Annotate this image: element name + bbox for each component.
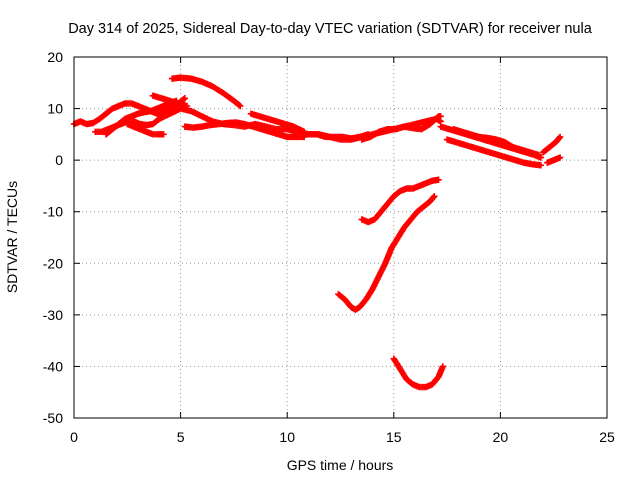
chart-title: Day 314 of 2025, Sidereal Day-to-day VTE… (68, 21, 593, 37)
data-point (236, 101, 243, 109)
data-point (301, 128, 308, 135)
x-tick-label: 0 (70, 429, 78, 445)
data-point (537, 162, 545, 169)
data-point (535, 151, 542, 159)
x-tick-label: 20 (493, 429, 509, 445)
data-point (556, 154, 564, 161)
y-tick-label: 0 (55, 152, 63, 168)
tick-labels: 0 5 10 15 20 25 -50 -40 -30 -20 -10 0 10 20 (43, 49, 615, 445)
y-tick-label: -10 (43, 204, 63, 220)
data-point (237, 102, 244, 110)
plot-frame (73, 56, 608, 419)
y-tick-label: 10 (47, 101, 63, 117)
data-point (160, 131, 167, 138)
data-point (556, 133, 564, 141)
x-tick-label: 5 (177, 429, 185, 445)
x-tick-label: 15 (386, 429, 402, 445)
data-point (180, 95, 187, 103)
data-points (70, 74, 564, 391)
data-point (437, 113, 444, 120)
y-axis-label: SDTVAR / TECUs (4, 181, 20, 293)
y-tick-label: -40 (43, 358, 63, 374)
grid-lines (74, 57, 607, 418)
data-point (430, 194, 437, 201)
axis-ticks (73, 56, 608, 419)
x-axis-label: GPS time / hours (287, 457, 394, 473)
data-point (431, 193, 438, 200)
y-tick-label: -30 (43, 307, 63, 323)
y-tick-label: 20 (47, 49, 63, 65)
data-point (435, 176, 442, 183)
x-tick-label: 25 (599, 429, 615, 445)
data-point (556, 134, 563, 142)
y-tick-label: -20 (43, 255, 63, 271)
x-tick-label: 10 (279, 429, 295, 445)
data-point (181, 95, 189, 102)
y-tick-label: -50 (43, 410, 63, 426)
data-point (439, 363, 447, 370)
